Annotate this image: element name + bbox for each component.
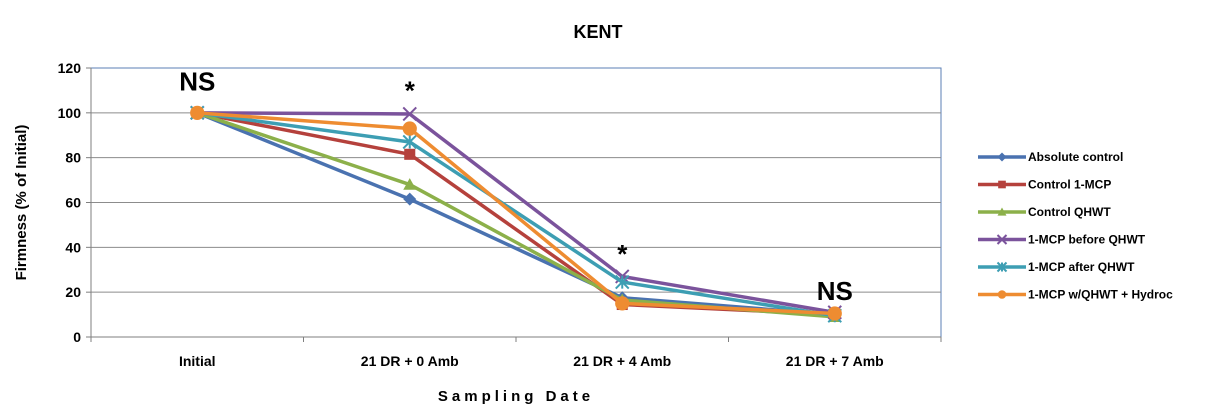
series-lines bbox=[190, 105, 842, 323]
legend-item: Control 1-MCP bbox=[978, 178, 1111, 192]
x-tick-label: Initial bbox=[179, 353, 216, 369]
significance-label: NS bbox=[179, 66, 215, 96]
y-tick-label: 20 bbox=[65, 284, 81, 300]
annotations: NS * * NS bbox=[179, 66, 853, 306]
legend-label: Control 1-MCP bbox=[1028, 178, 1111, 192]
data-point bbox=[402, 121, 417, 136]
legend-item: Absolute control bbox=[978, 150, 1123, 164]
x-tick-label: 21 DR + 0 Amb bbox=[361, 353, 459, 369]
data-point bbox=[996, 261, 1008, 273]
data-point bbox=[190, 105, 205, 120]
data-point bbox=[615, 296, 630, 311]
series-group bbox=[190, 105, 842, 321]
y-tick-label: 40 bbox=[65, 239, 81, 255]
legend-item: 1-MCP before QHWT bbox=[978, 233, 1146, 247]
axes: 0 20 40 60 80 100 120 Initial 21 DR + 0 Amb 21 DR… bbox=[58, 60, 942, 369]
legend-label: 1-MCP after QHWT bbox=[1028, 260, 1135, 274]
data-point bbox=[996, 234, 1008, 245]
x-tick-label: 21 DR + 4 Amb bbox=[573, 353, 671, 369]
y-axis-label: Firmness (% of Initial) bbox=[13, 125, 30, 281]
data-point bbox=[615, 274, 630, 290]
y-tick-label: 60 bbox=[65, 195, 81, 211]
x-axis-label: Sampling Date bbox=[438, 388, 594, 405]
significance-label: * bbox=[617, 239, 628, 269]
legend-label: Absolute control bbox=[1028, 150, 1123, 164]
legend-label: Control QHWT bbox=[1028, 205, 1111, 219]
y-tick-label: 100 bbox=[58, 105, 82, 121]
legend-label: 1-MCP w/QHWT + Hydroc bbox=[1028, 288, 1173, 302]
data-point bbox=[827, 306, 842, 321]
series-line bbox=[197, 111, 835, 316]
y-tick-label: 80 bbox=[65, 150, 81, 166]
data-point bbox=[402, 106, 417, 122]
significance-label: * bbox=[405, 75, 416, 105]
x-tick-label: 21 DR + 7 Amb bbox=[786, 353, 884, 369]
data-point bbox=[997, 290, 1007, 299]
data-point bbox=[403, 178, 417, 190]
y-tick-label: 120 bbox=[58, 60, 82, 76]
series-line bbox=[196, 111, 835, 317]
series-line bbox=[197, 111, 836, 315]
data-point bbox=[997, 207, 1007, 216]
data-point bbox=[997, 152, 1007, 162]
series-line bbox=[197, 111, 836, 318]
chart-title: KENT bbox=[574, 22, 623, 42]
grid-lines bbox=[91, 112, 941, 293]
data-point bbox=[998, 180, 1006, 189]
legend-label: 1-MCP before QHWT bbox=[1028, 233, 1146, 247]
legend-item: Control QHWT bbox=[978, 205, 1111, 219]
legend: Absolute control Control 1-MCP Control QHW… bbox=[978, 150, 1173, 302]
y-tick-label: 0 bbox=[73, 329, 81, 345]
significance-label: NS bbox=[817, 276, 853, 306]
data-point bbox=[402, 134, 417, 150]
legend-item: 1-MCP w/QHWT + Hydroc bbox=[978, 288, 1173, 302]
legend-item: 1-MCP after QHWT bbox=[978, 260, 1135, 274]
data-point bbox=[404, 148, 416, 160]
data-point bbox=[403, 192, 417, 206]
